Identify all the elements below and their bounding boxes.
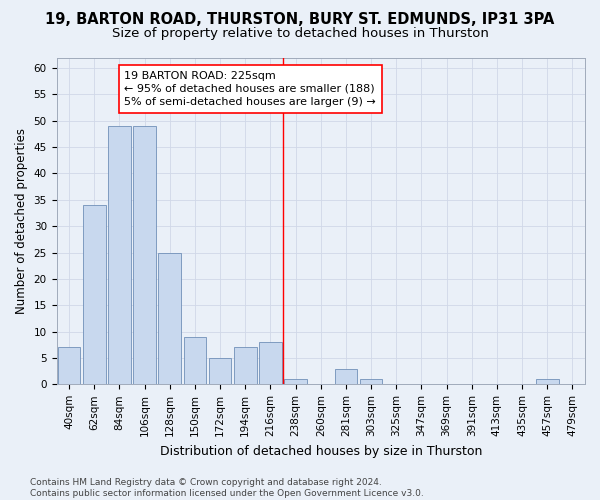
Bar [83,205,106,384]
Text: 19 BARTON ROAD: 225sqm
← 95% of detached houses are smaller (188)
5% of semi-det: 19 BARTON ROAD: 225sqm ← 95% of detached… [124,70,376,107]
Bar [133,126,156,384]
Text: 19, BARTON ROAD, THURSTON, BURY ST. EDMUNDS, IP31 3PA: 19, BARTON ROAD, THURSTON, BURY ST. EDMU… [46,12,554,28]
Bar [108,126,131,384]
Bar [209,358,232,384]
X-axis label: Distribution of detached houses by size in Thurston: Distribution of detached houses by size … [160,444,482,458]
Y-axis label: Number of detached properties: Number of detached properties [15,128,28,314]
Bar [158,252,181,384]
Text: Size of property relative to detached houses in Thurston: Size of property relative to detached ho… [112,28,488,40]
Bar [184,337,206,384]
Bar [259,342,282,384]
Bar [58,348,80,385]
Bar [234,348,257,385]
Bar [536,379,559,384]
Bar [335,368,357,384]
Text: Contains HM Land Registry data © Crown copyright and database right 2024.
Contai: Contains HM Land Registry data © Crown c… [30,478,424,498]
Bar [284,379,307,384]
Bar [360,379,382,384]
